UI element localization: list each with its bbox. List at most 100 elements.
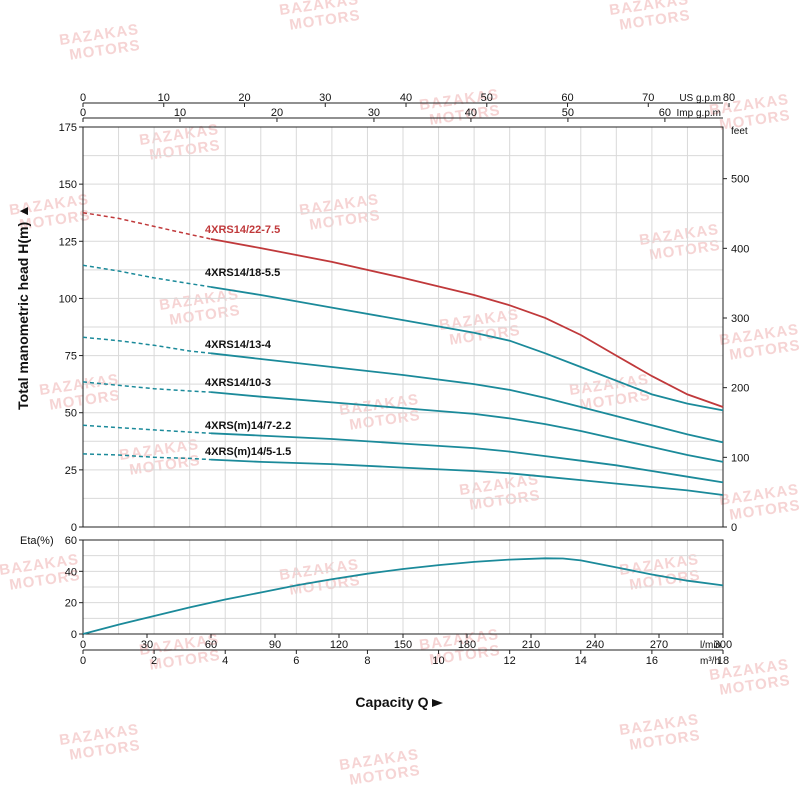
bottom-axis-tick-label: 30: [141, 639, 153, 651]
series-line: [210, 458, 724, 496]
bottom-axis-unit: l/min: [700, 640, 721, 651]
top-axis-tick-label: 80: [723, 92, 735, 104]
eta-plot-grid: [82, 539, 724, 635]
bottom-axis-tick-label: 18: [717, 655, 729, 667]
top-axis-tick-label: 30: [319, 92, 331, 104]
bottom-axis-tick-label: 180: [458, 639, 476, 651]
y-tick-label: 25: [65, 465, 77, 477]
top-axis-tick-label: 60: [561, 92, 573, 104]
eta-tick-label: 20: [65, 598, 77, 610]
eta-tick-label: 60: [65, 535, 77, 547]
bottom-axis-tick-label: 4: [222, 655, 228, 667]
y-tick-label: 175: [59, 122, 77, 134]
series-line-dashed: [82, 264, 212, 288]
series-label: 4XRS14/10-3: [205, 377, 271, 389]
top-axis-tick-label: 10: [158, 92, 170, 104]
bottom-axis-tick-label: 210: [522, 639, 540, 651]
y-tick-label: 150: [59, 179, 77, 191]
bottom-axis-tick-label: 8: [364, 655, 370, 667]
bottom-axis-tick-label: 60: [205, 639, 217, 651]
eta-tick-label: 40: [65, 566, 77, 578]
arrow-right-icon: [432, 699, 443, 707]
series-line: [210, 391, 724, 463]
top-axis-tick-label: 40: [400, 92, 412, 104]
bottom-axis-tick-label: 6: [293, 655, 299, 667]
series-label: 4XRS14/22-7.5: [205, 224, 280, 236]
y2-tick-label: 100: [731, 452, 749, 464]
y2-tick-label: 300: [731, 313, 749, 325]
head-plot-frame: [82, 126, 724, 528]
top-axis-tick-label: 20: [271, 107, 283, 119]
series-line-dashed: [82, 424, 212, 435]
bottom-axis-tick-label: 10: [432, 655, 444, 667]
series-label: 4XRS(m)14/5-1.5: [205, 446, 291, 458]
series-label: 4XRS14/13-4: [205, 339, 272, 351]
series-line: [210, 238, 724, 408]
bottom-axis-tick-label: 0: [80, 655, 86, 667]
bottom-axis-tick-label: 0: [80, 639, 86, 651]
top-axis-unit: Imp g.p.m: [677, 108, 721, 119]
top-axis-tick-label: 0: [80, 92, 86, 104]
bottom-axis-tick-label: 120: [330, 639, 348, 651]
y-tick-label: 100: [59, 293, 77, 305]
y-tick-label: 125: [59, 236, 77, 248]
top-axis-tick-label: 60: [659, 107, 671, 119]
y-tick-label: 50: [65, 408, 77, 420]
y2-tick-label: 0: [731, 522, 737, 534]
series-line: [210, 352, 724, 444]
bottom-axis-tick-label: 14: [575, 655, 587, 667]
bottom-axis-tick-label: 16: [646, 655, 658, 667]
series-line-dashed: [82, 381, 212, 393]
eta-line: [82, 557, 724, 635]
bottom-axis-tick-label: 2: [151, 655, 157, 667]
head-curves: 4XRS14/22-7.5 4XRS14/18-5.5 4XRS14/13-4 4XR…: [82, 211, 724, 496]
top-axis-tick-label: 20: [238, 92, 250, 104]
top-axis-tick-label: 40: [465, 107, 477, 119]
y-axis-title: Total manometric head H(m) ▲: [15, 204, 31, 410]
y-tick-label: 75: [65, 351, 77, 363]
y2-tick-label: 400: [731, 243, 749, 255]
top-axis-tick-label: 10: [174, 107, 186, 119]
top-axis-tick-label: 50: [481, 92, 493, 104]
bottom-axis-tick-label: 12: [504, 655, 516, 667]
top-axis-tick-label: 50: [562, 107, 574, 119]
bottom-axis-unit: m³/h: [700, 656, 720, 667]
x-axis-title: Capacity Q: [355, 694, 428, 710]
bottom-axis-tick-label: 240: [586, 639, 604, 651]
series-line-dashed: [82, 211, 212, 240]
series-line-dashed: [82, 336, 212, 355]
top-axis-tick-label: 70: [642, 92, 654, 104]
series-label: 4XRS14/18-5.5: [205, 267, 280, 279]
top-axis-unit: US g.p.m: [679, 93, 721, 104]
y-tick-label: 0: [71, 522, 77, 534]
y2-tick-label: 200: [731, 383, 749, 395]
top-axis-tick-label: 30: [368, 107, 380, 119]
series-label: 4XRS(m)14/7-2.2: [205, 420, 291, 432]
bottom-axis-tick-label: 300: [714, 639, 732, 651]
eta-axis-title: Eta(%): [20, 535, 54, 547]
bottom-axis-tick-label: 270: [650, 639, 668, 651]
series-line: [210, 286, 724, 412]
y2-tick-label: 500: [731, 174, 749, 186]
bottom-axis-tick-label: 150: [394, 639, 412, 651]
top-axis-tick-label: 0: [80, 107, 86, 119]
